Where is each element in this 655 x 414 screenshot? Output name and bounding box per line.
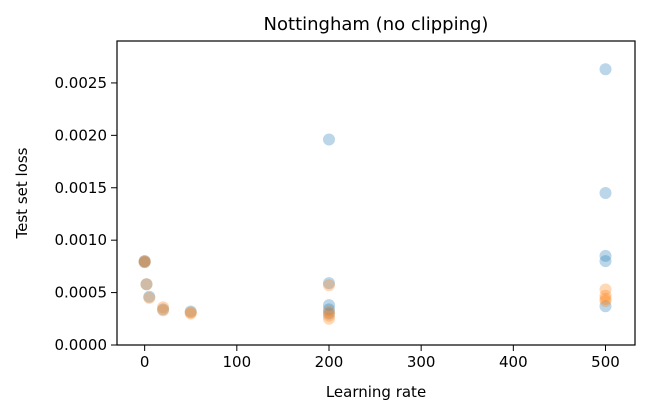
y-tick-label: 0.0020 bbox=[55, 126, 108, 144]
data-point-series-2 bbox=[322, 312, 335, 325]
y-tick-label: 0.0000 bbox=[55, 336, 108, 354]
plot-frame bbox=[116, 40, 636, 346]
data-point-series-2 bbox=[599, 283, 612, 296]
data-point-series-1 bbox=[322, 299, 335, 312]
data-point-series-1 bbox=[599, 249, 612, 262]
data-point-series-1 bbox=[599, 187, 612, 199]
data-point-series-1 bbox=[322, 303, 335, 316]
x-tick-label: 200 bbox=[315, 353, 344, 371]
data-point-series-1 bbox=[157, 303, 170, 316]
data-point-series-2 bbox=[599, 292, 612, 305]
data-point-series-1 bbox=[599, 63, 612, 76]
data-point-series-2 bbox=[184, 306, 197, 319]
data-point-series-1 bbox=[599, 300, 612, 313]
x-tick-label: 400 bbox=[499, 353, 528, 371]
y-tick-label: 0.0015 bbox=[55, 179, 108, 197]
data-point-series-1 bbox=[322, 307, 335, 320]
data-point-series-2 bbox=[143, 291, 156, 304]
x-tick-label: 300 bbox=[407, 353, 436, 371]
data-point-series-1 bbox=[322, 277, 335, 290]
data-point-series-2 bbox=[599, 294, 612, 307]
data-point-series-2 bbox=[138, 256, 151, 269]
y-tick-label: 0.0025 bbox=[55, 74, 108, 92]
chart-title: Nottingham (no clipping) bbox=[264, 14, 489, 35]
data-point-series-2 bbox=[322, 309, 335, 322]
data-point-series-1 bbox=[138, 255, 151, 268]
data-point-series-2 bbox=[157, 304, 170, 317]
data-point-series-2 bbox=[140, 278, 153, 291]
data-point-series-2 bbox=[322, 305, 335, 318]
data-point-series-1 bbox=[143, 290, 156, 303]
x-tick-label: 100 bbox=[223, 353, 252, 371]
data-point-series-1 bbox=[322, 133, 335, 146]
data-point-series-1 bbox=[138, 256, 151, 269]
x-tick-label: 500 bbox=[591, 353, 620, 371]
data-point-series-1 bbox=[184, 305, 197, 318]
y-tick-label: 0.0005 bbox=[55, 284, 108, 302]
data-point-series-2 bbox=[138, 255, 151, 268]
x-axis: 0 100 200 300 400 500 bbox=[140, 345, 620, 371]
data-point-series-2 bbox=[157, 301, 170, 314]
data-point-series-1 bbox=[599, 255, 612, 268]
data-point-series-2 bbox=[184, 307, 197, 320]
data-point-series-2 bbox=[322, 279, 335, 292]
y-tick-label: 0.0010 bbox=[55, 231, 108, 249]
x-tick-label: 0 bbox=[140, 353, 150, 371]
data-point-series-2 bbox=[599, 289, 612, 302]
points-layer bbox=[138, 63, 612, 325]
data-point-series-1 bbox=[140, 278, 153, 291]
x-axis-label: Learning rate bbox=[326, 383, 426, 401]
y-axis: 0.0000 0.0005 0.0010 0.0015 0.0020 0.0025 bbox=[55, 74, 117, 354]
y-axis-label: Test set loss bbox=[13, 147, 31, 239]
